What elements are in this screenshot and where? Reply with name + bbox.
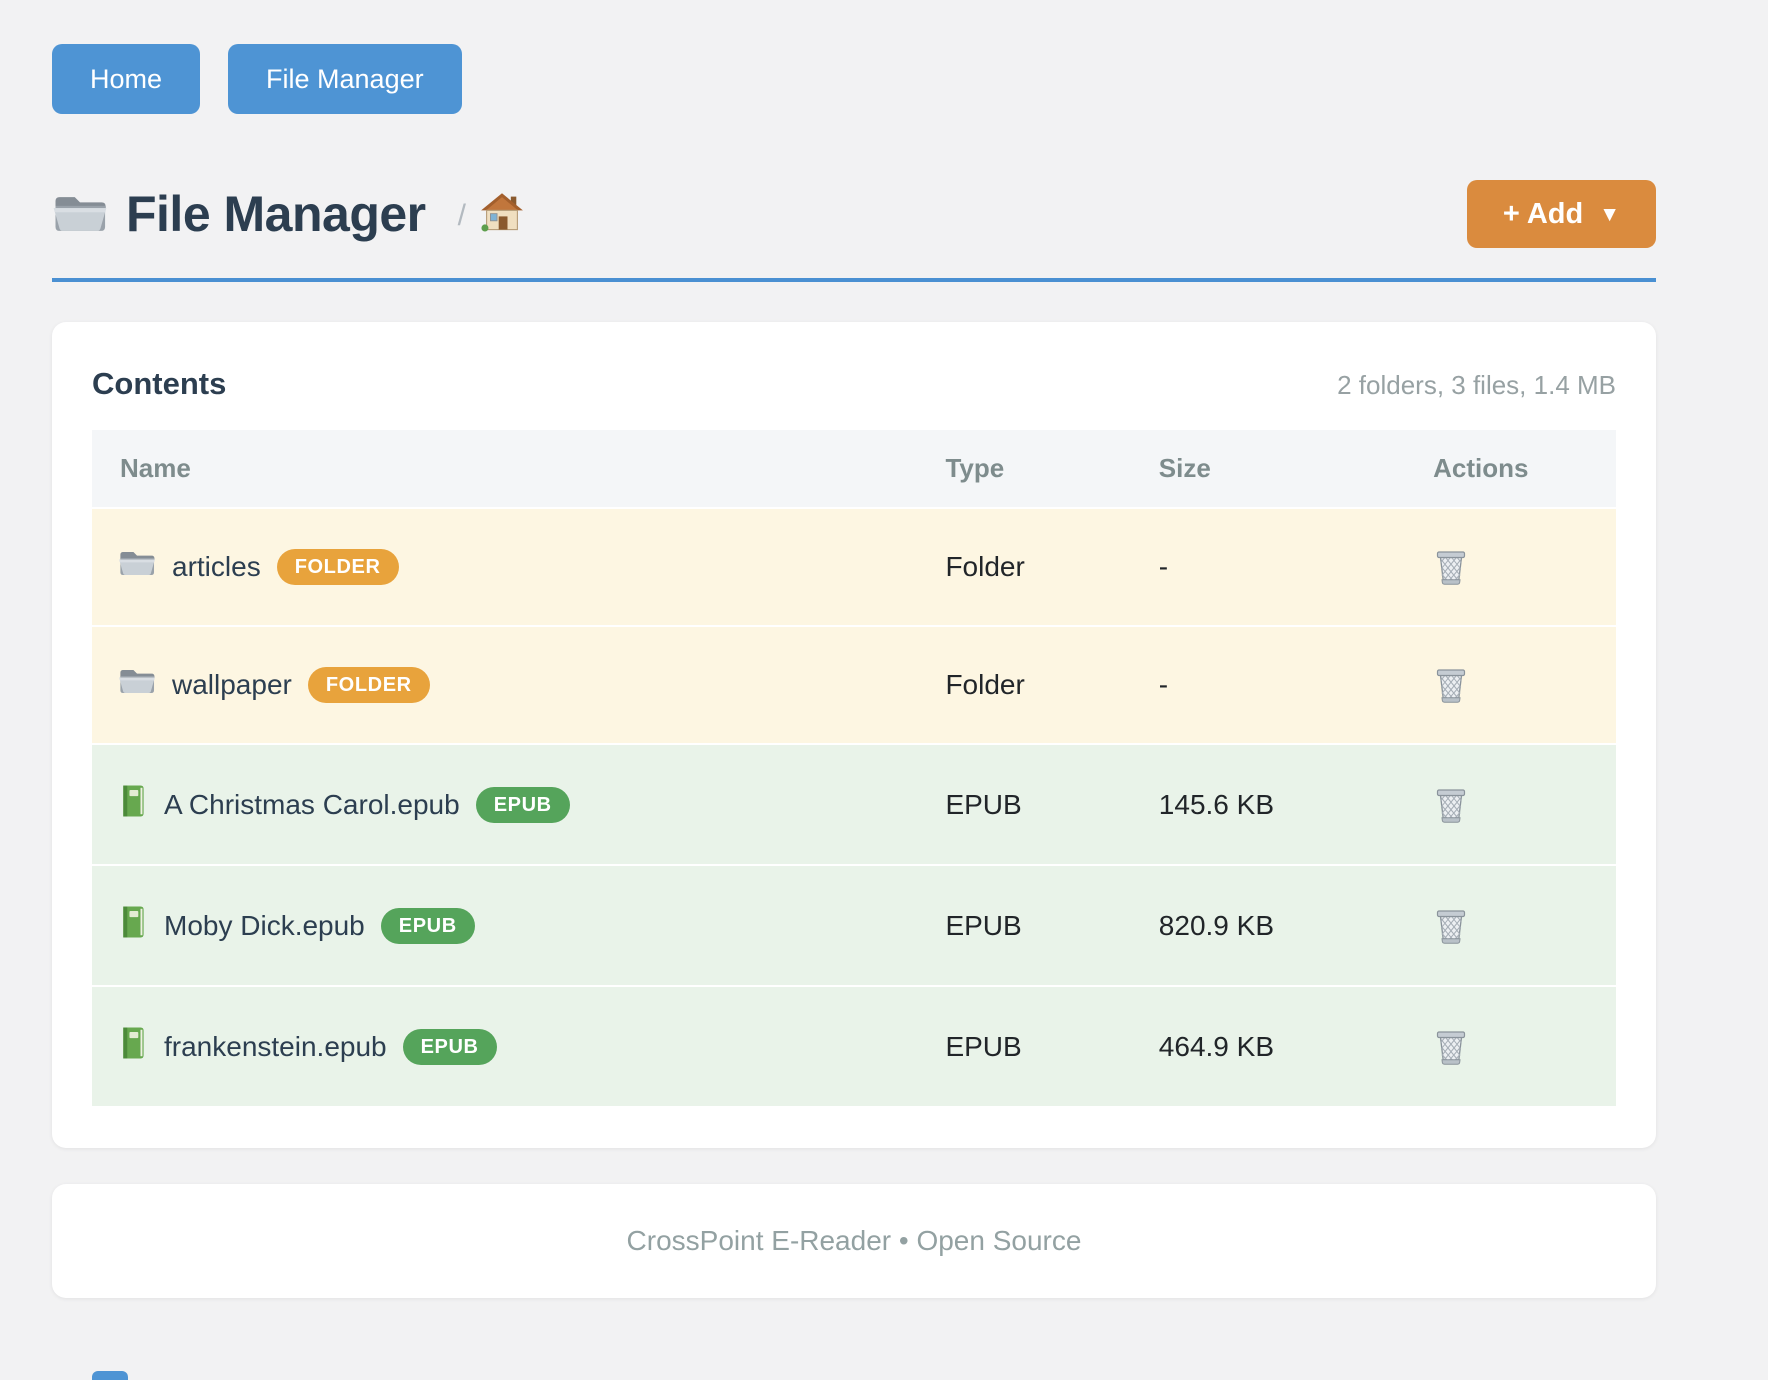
file-type-cell: EPUB <box>945 743 1158 864</box>
file-type-cell: EPUB <box>945 985 1158 1106</box>
delete-button[interactable] <box>1433 907 1469 945</box>
file-manager-nav-button[interactable]: File Manager <box>228 44 462 114</box>
file-type-cell: Folder <box>945 625 1158 743</box>
contents-heading: Contents <box>92 366 226 402</box>
header-divider <box>52 278 1656 282</box>
add-button[interactable]: + Add ▼ <box>1467 180 1656 248</box>
file-size-cell: 820.9 KB <box>1159 864 1433 985</box>
file-size-cell: 145.6 KB <box>1159 743 1433 864</box>
file-size-cell: - <box>1159 507 1433 625</box>
file-type-badge: FOLDER <box>308 667 430 703</box>
column-header-name: Name <box>92 430 945 507</box>
table-row: A Christmas Carol.epubEPUBEPUB145.6 KB <box>92 743 1616 864</box>
file-name[interactable]: frankenstein.epub <box>164 1031 387 1063</box>
folder-icon <box>118 547 156 587</box>
contents-card: Contents 2 folders, 3 files, 1.4 MB Name… <box>52 322 1656 1148</box>
wastebasket-icon <box>1433 548 1469 586</box>
file-name-cell: articles FOLDER <box>92 507 945 625</box>
page-header: File Manager / + Add ▼ <box>52 180 1656 248</box>
breadcrumb: / <box>458 192 524 237</box>
wastebasket-icon <box>1433 666 1469 704</box>
file-table: Name Type Size Actions articles FOLDER Fol… <box>92 430 1616 1106</box>
file-name[interactable]: A Christmas Carol.epub <box>164 789 460 821</box>
green-book-icon <box>118 783 148 826</box>
wastebasket-icon <box>1433 1028 1469 1066</box>
caret-down-icon: ▼ <box>1599 203 1620 227</box>
table-row: frankenstein.epubEPUBEPUB464.9 KB <box>92 985 1616 1106</box>
table-row: articles FOLDER Folder- <box>92 507 1616 625</box>
file-type-badge: EPUB <box>403 1029 497 1065</box>
breadcrumb-separator: / <box>458 199 466 237</box>
file-name[interactable]: Moby Dick.epub <box>164 910 365 942</box>
table-header-row: Name Type Size Actions <box>92 430 1616 507</box>
delete-button[interactable] <box>1433 1028 1469 1066</box>
table-row: wallpaper FOLDER Folder- <box>92 625 1616 743</box>
contents-summary: 2 folders, 3 files, 1.4 MB <box>1337 370 1616 401</box>
delete-button[interactable] <box>1433 666 1469 704</box>
delete-button[interactable] <box>1433 786 1469 824</box>
file-type-cell: Folder <box>945 507 1158 625</box>
file-type-badge: EPUB <box>381 908 475 944</box>
column-header-size: Size <box>1159 430 1433 507</box>
footer-text: CrossPoint E-Reader • Open Source <box>627 1225 1082 1257</box>
file-name-cell: Moby Dick.epub EPUB <box>92 864 945 985</box>
delete-button[interactable] <box>1433 548 1469 586</box>
footer-card: CrossPoint E-Reader • Open Source <box>52 1184 1656 1298</box>
title-group: File Manager / <box>52 185 524 243</box>
file-type-badge: FOLDER <box>277 549 399 585</box>
table-row: Moby Dick.epubEPUBEPUB820.9 KB <box>92 864 1616 985</box>
file-type-cell: EPUB <box>945 864 1158 985</box>
top-nav: Home File Manager <box>52 0 1656 114</box>
file-name-cell: A Christmas Carol.epub EPUB <box>92 743 945 864</box>
partially-visible-button[interactable] <box>92 1371 128 1380</box>
file-type-badge: EPUB <box>476 787 570 823</box>
page-title: File Manager <box>126 185 426 243</box>
green-book-icon <box>118 1025 148 1068</box>
file-name[interactable]: wallpaper <box>172 669 292 701</box>
green-book-icon <box>118 904 148 947</box>
file-name[interactable]: articles <box>172 551 261 583</box>
column-header-actions: Actions <box>1433 430 1616 507</box>
folder-icon <box>52 190 108 238</box>
file-size-cell: 464.9 KB <box>1159 985 1433 1106</box>
file-name-cell: frankenstein.epub EPUB <box>92 985 945 1106</box>
wastebasket-icon <box>1433 907 1469 945</box>
file-size-cell: - <box>1159 625 1433 743</box>
add-button-label: + Add <box>1503 198 1583 231</box>
folder-icon <box>118 665 156 705</box>
column-header-type: Type <box>945 430 1158 507</box>
contents-card-header: Contents 2 folders, 3 files, 1.4 MB <box>92 366 1616 402</box>
home-nav-button[interactable]: Home <box>52 44 200 114</box>
file-name-cell: wallpaper FOLDER <box>92 625 945 743</box>
wastebasket-icon <box>1433 786 1469 824</box>
house-icon[interactable] <box>480 192 524 237</box>
file-table-body: articles FOLDER Folder- wallpaper FOLDER Fold… <box>92 507 1616 1106</box>
page: Home File Manager File Manager / <box>52 0 1656 1298</box>
